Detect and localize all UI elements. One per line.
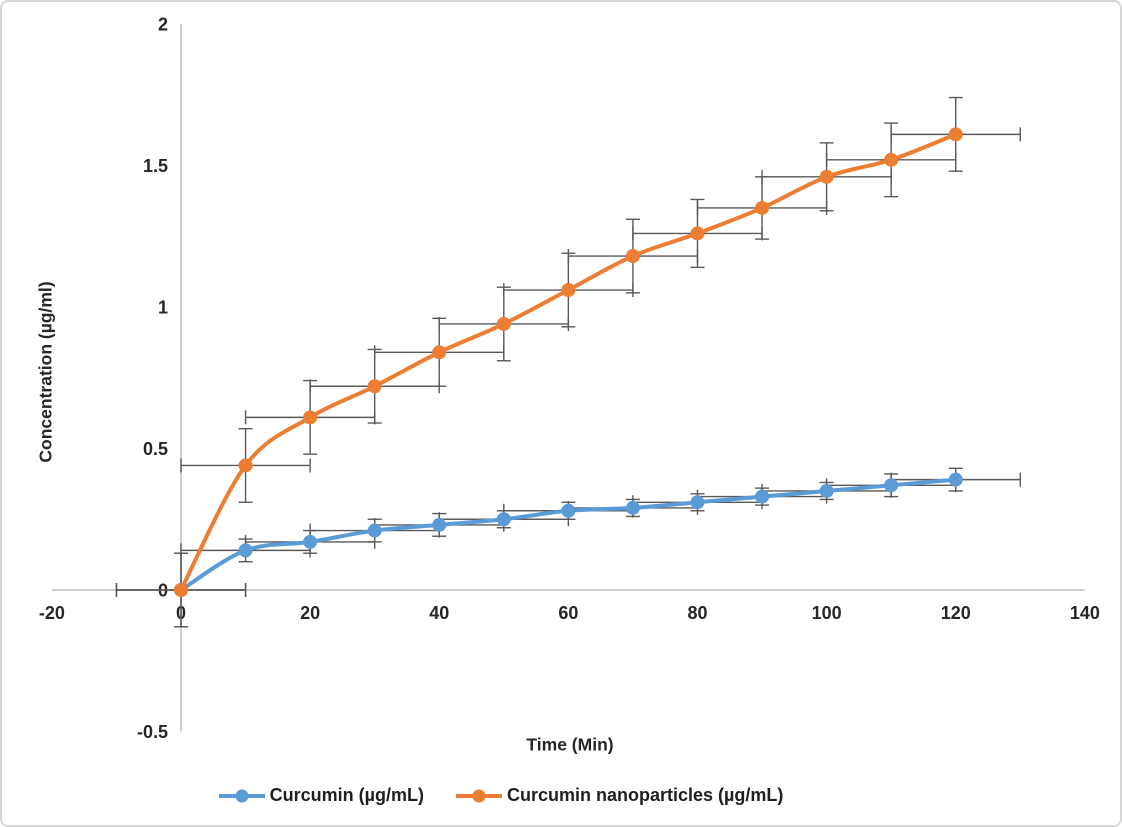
data-point-curcumin-nanoparticles-g-ml: [884, 152, 899, 167]
y-tick-label: 1: [158, 298, 168, 318]
data-point-curcumin-g-ml: [948, 472, 963, 487]
x-tick-label: 80: [687, 603, 707, 623]
legend-label-curcumin: Curcumin (µg/mL): [269, 785, 424, 805]
data-point-curcumin-nanoparticles-g-ml: [561, 283, 576, 298]
data-point-curcumin-g-ml: [432, 517, 447, 532]
data-point-curcumin-g-ml: [690, 495, 705, 510]
x-tick-label: 40: [429, 603, 449, 623]
series-line-curcumin-g-ml: [179, 477, 958, 592]
data-point-curcumin-nanoparticles-g-ml: [496, 316, 511, 331]
x-tick-label: -20: [39, 603, 65, 623]
data-point-curcumin-nanoparticles-g-ml: [819, 169, 834, 184]
x-tick-label: 20: [300, 603, 320, 623]
x-tick-label: 120: [941, 603, 971, 623]
data-point-curcumin-g-ml: [496, 512, 511, 527]
data-point-curcumin-nanoparticles-g-ml: [755, 200, 770, 215]
data-point-curcumin-nanoparticles-g-ml: [625, 249, 640, 264]
legend-item-curcumin: Curcumin (µg/mL): [218, 785, 424, 806]
data-point-curcumin-nanoparticles-g-ml: [948, 127, 963, 142]
data-point-curcumin-nanoparticles-g-ml: [432, 345, 447, 360]
legend-label-curcumin-nanoparticles: Curcumin nanoparticles (µg/mL): [506, 785, 784, 805]
y-tick-label: 0.5: [143, 439, 168, 459]
curcumin-nanoparticles-line-marker-icon: [455, 789, 502, 802]
y-tick-label: -0.5: [137, 722, 168, 742]
y-tick-label: 2: [158, 15, 168, 35]
data-point-curcumin-g-ml: [819, 483, 834, 498]
data-point-curcumin-g-ml: [303, 534, 318, 549]
data-point-curcumin-g-ml: [625, 500, 640, 515]
x-axis-title: Time (Min): [526, 734, 614, 755]
data-point-curcumin-nanoparticles-g-ml: [690, 226, 705, 241]
y-axis-title: Concentration (µg/ml): [35, 281, 56, 463]
x-tick-label: 60: [558, 603, 578, 623]
data-point-curcumin-nanoparticles-g-ml: [367, 379, 382, 394]
legend-item-curcumin-nanoparticles: Curcumin nanoparticles (µg/mL): [455, 785, 784, 806]
data-point-curcumin-nanoparticles-g-ml: [174, 583, 188, 597]
data-point-curcumin-g-ml: [884, 478, 899, 493]
data-point-curcumin-g-ml: [238, 543, 253, 558]
curcumin-line-marker-icon: [218, 789, 265, 802]
x-tick-label: 140: [1070, 603, 1100, 623]
data-point-curcumin-g-ml: [367, 523, 382, 538]
data-point-curcumin-g-ml: [561, 503, 576, 518]
x-tick-label: 100: [812, 603, 842, 623]
legend: Curcumin (µg/mL) Curcumin nanoparticles …: [2, 785, 1060, 806]
data-point-curcumin-nanoparticles-g-ml: [238, 458, 253, 473]
data-point-curcumin-g-ml: [755, 489, 770, 504]
data-point-curcumin-nanoparticles-g-ml: [303, 410, 318, 425]
y-tick-label: 1.5: [143, 156, 168, 176]
